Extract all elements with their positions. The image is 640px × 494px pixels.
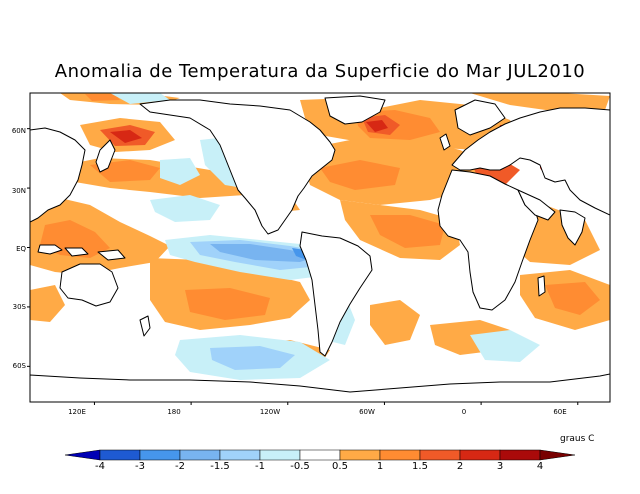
continents (30, 95, 610, 402)
continent-north-america (139, 99, 336, 235)
axis-tick-marks (27, 128, 579, 405)
colorbar-swatch (179, 449, 221, 461)
continent-india (559, 209, 586, 246)
colorbar-level-label: 4 (536, 461, 544, 472)
colorbar-level-label: -1 (255, 461, 265, 472)
colorbar-level-label: -2 (175, 461, 185, 472)
lon-tick-label: 60W (359, 408, 375, 416)
lat-tick-label: EQ (16, 245, 26, 253)
lon-tick-label: 0 (461, 408, 467, 416)
colorbar-swatch (99, 449, 141, 461)
continent-antarctica (30, 373, 610, 402)
colorbar (64, 449, 576, 461)
colorbar-swatch (299, 449, 341, 461)
lat-tick-label: 30N (11, 187, 26, 195)
continent-greenland (324, 95, 386, 125)
continent-new-zealand (139, 315, 151, 337)
colorbar-swatch (459, 449, 501, 461)
colorbar-level-label: 0.5 (332, 461, 348, 472)
colorbar-swatch (339, 449, 381, 461)
lon-tick-label: 180 (167, 408, 181, 416)
continent-australia (59, 263, 119, 307)
lon-tick-label: 120E (68, 408, 86, 416)
continent-japan (95, 139, 116, 173)
lat-tick-label: 30S (12, 303, 26, 311)
continent-uk (439, 133, 451, 151)
colorbar-units: graus C (560, 434, 595, 444)
lon-tick-label: 60E (553, 408, 567, 416)
continent-east-asia (30, 127, 86, 223)
colorbar-swatch (419, 449, 461, 461)
colorbar-swatch (379, 449, 421, 461)
colorbar-level-label: 1.5 (412, 461, 428, 472)
continent-africa (437, 169, 539, 311)
map-title: Anomalia de Temperatura da Superficie do… (54, 61, 586, 82)
colorbar-level-label: 3 (496, 461, 504, 472)
continent-south-america (299, 231, 373, 357)
colorbar-level-label: -3 (135, 461, 145, 472)
colorbar-swatch (139, 449, 181, 461)
continent-arabia (517, 189, 556, 221)
continent-eurasia (451, 107, 610, 216)
colorbar-swatch (259, 449, 301, 461)
lat-tick-label: 60N (11, 127, 26, 135)
continent-indonesia (37, 244, 126, 261)
lat-tick-label: 60S (12, 362, 26, 370)
colorbar-level-label: 1 (376, 461, 384, 472)
colorbar-swatch (219, 449, 261, 461)
colorbar-level-label: 2 (456, 461, 464, 472)
colorbar-level-label: -0.5 (290, 461, 310, 472)
continent-madagascar (537, 275, 546, 297)
continent-europe-north (454, 99, 506, 136)
colorbar-high-extend (539, 449, 576, 461)
colorbar-swatch (499, 449, 541, 461)
colorbar-level-label: -1.5 (210, 461, 230, 472)
colorbar-low-extend (64, 449, 101, 461)
colorbar-level-label: -4 (95, 461, 105, 472)
lon-tick-label: 120W (259, 408, 281, 416)
